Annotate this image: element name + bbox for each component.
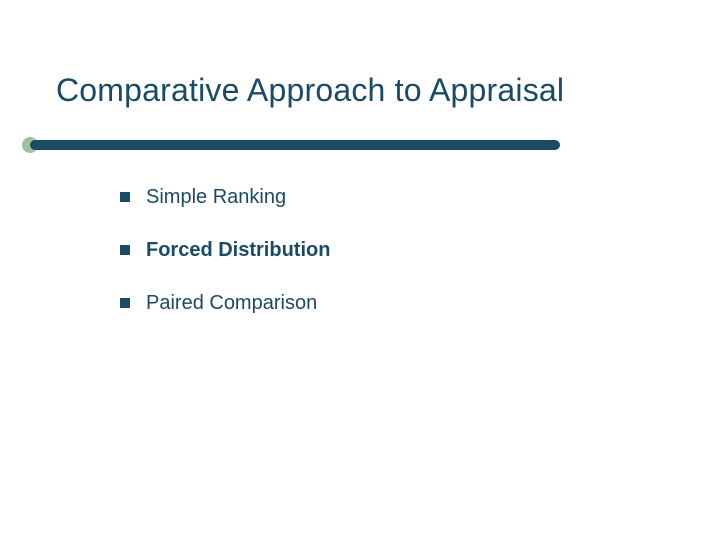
accent-bar-shape xyxy=(30,140,560,150)
bullet-text: Paired Comparison xyxy=(146,291,317,316)
bullet-icon xyxy=(120,245,130,255)
bullet-icon xyxy=(120,192,130,202)
slide-title: Comparative Approach to Appraisal xyxy=(0,72,720,109)
list-item: Paired Comparison xyxy=(120,291,720,316)
bullet-list: Simple Ranking Forced Distribution Paire… xyxy=(0,185,720,316)
slide: Comparative Approach to Appraisal Simple… xyxy=(0,0,720,540)
bullet-text: Forced Distribution xyxy=(146,238,330,263)
bullet-icon xyxy=(120,298,130,308)
accent-bar xyxy=(0,131,720,159)
list-item: Forced Distribution xyxy=(120,238,720,263)
bullet-text: Simple Ranking xyxy=(146,185,286,210)
list-item: Simple Ranking xyxy=(120,185,720,210)
